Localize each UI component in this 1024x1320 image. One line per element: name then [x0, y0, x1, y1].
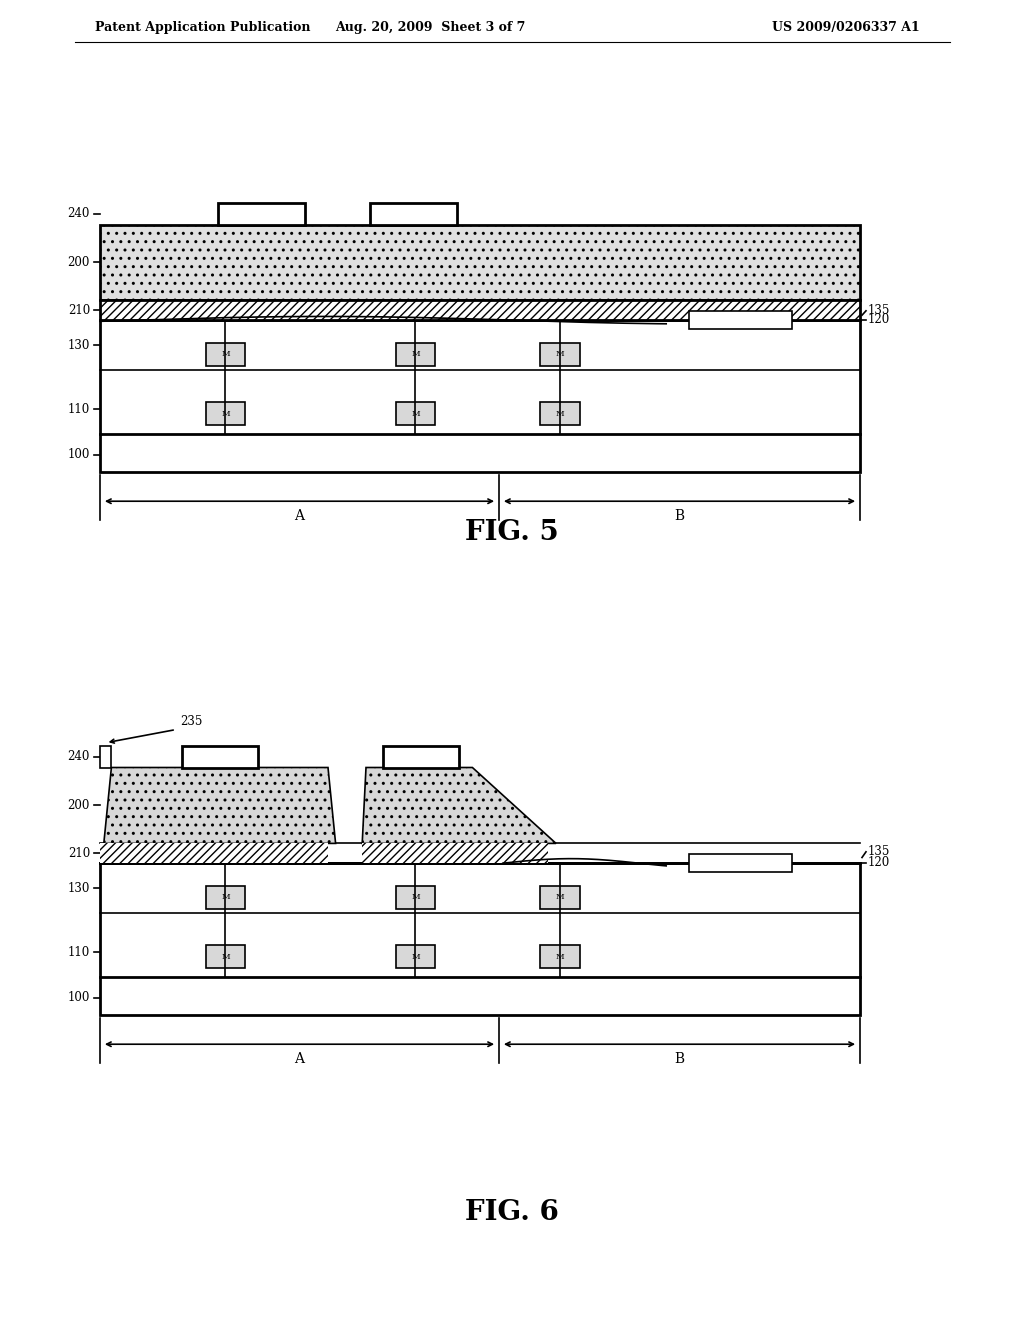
Bar: [540, 945, 580, 968]
Text: 235: 235: [180, 715, 203, 727]
Text: B: B: [675, 1052, 685, 1067]
Text: M: M: [221, 350, 229, 358]
Bar: [395, 403, 435, 425]
Text: 210: 210: [68, 847, 90, 859]
Bar: [383, 746, 459, 767]
Bar: [540, 886, 580, 908]
Text: 135: 135: [868, 845, 891, 858]
Bar: [362, 843, 549, 863]
Bar: [540, 403, 580, 425]
Bar: [100, 224, 860, 301]
Text: 240: 240: [68, 207, 90, 220]
Bar: [206, 945, 245, 968]
Text: 200: 200: [68, 256, 90, 269]
Text: A: A: [295, 1052, 304, 1067]
Text: M: M: [411, 894, 420, 902]
Bar: [100, 843, 328, 863]
Bar: [540, 343, 580, 366]
Text: 120: 120: [868, 857, 890, 870]
Text: M: M: [221, 409, 229, 417]
Text: M: M: [555, 350, 564, 358]
Bar: [395, 945, 435, 968]
Text: Aug. 20, 2009  Sheet 3 of 7: Aug. 20, 2009 Sheet 3 of 7: [335, 21, 525, 34]
Text: 110: 110: [68, 945, 90, 958]
Text: M: M: [555, 894, 564, 902]
Bar: [689, 312, 792, 329]
Bar: [100, 746, 112, 767]
Text: 135: 135: [868, 305, 891, 317]
Text: 100: 100: [68, 449, 90, 462]
Bar: [206, 403, 245, 425]
Text: M: M: [411, 953, 420, 961]
Bar: [181, 746, 258, 767]
Text: B: B: [675, 510, 685, 523]
Bar: [218, 203, 305, 224]
Text: M: M: [221, 953, 229, 961]
Polygon shape: [362, 767, 556, 843]
Bar: [370, 203, 457, 224]
Bar: [689, 854, 792, 871]
Bar: [206, 886, 245, 908]
Text: 130: 130: [68, 882, 90, 895]
Bar: [395, 343, 435, 366]
Polygon shape: [103, 767, 336, 843]
Text: 100: 100: [68, 991, 90, 1005]
Text: Pad: Pad: [731, 858, 750, 867]
Text: FIG. 6: FIG. 6: [465, 1199, 559, 1225]
Text: 200: 200: [68, 799, 90, 812]
Text: FIG. 5: FIG. 5: [465, 519, 559, 545]
Text: 240: 240: [68, 750, 90, 763]
Text: Pad: Pad: [731, 315, 750, 325]
Text: 110: 110: [68, 403, 90, 416]
Bar: [206, 343, 245, 366]
Bar: [100, 863, 860, 1015]
Text: M: M: [411, 409, 420, 417]
Text: US 2009/0206337 A1: US 2009/0206337 A1: [772, 21, 920, 34]
Text: A: A: [295, 510, 304, 523]
Bar: [100, 321, 860, 473]
Text: M: M: [221, 894, 229, 902]
Text: 130: 130: [68, 339, 90, 351]
Text: M: M: [555, 409, 564, 417]
Text: M: M: [411, 350, 420, 358]
Bar: [395, 886, 435, 908]
Text: M: M: [555, 953, 564, 961]
Bar: [100, 301, 860, 321]
Text: 210: 210: [68, 304, 90, 317]
Text: Patent Application Publication: Patent Application Publication: [95, 21, 310, 34]
Text: 120: 120: [868, 313, 890, 326]
